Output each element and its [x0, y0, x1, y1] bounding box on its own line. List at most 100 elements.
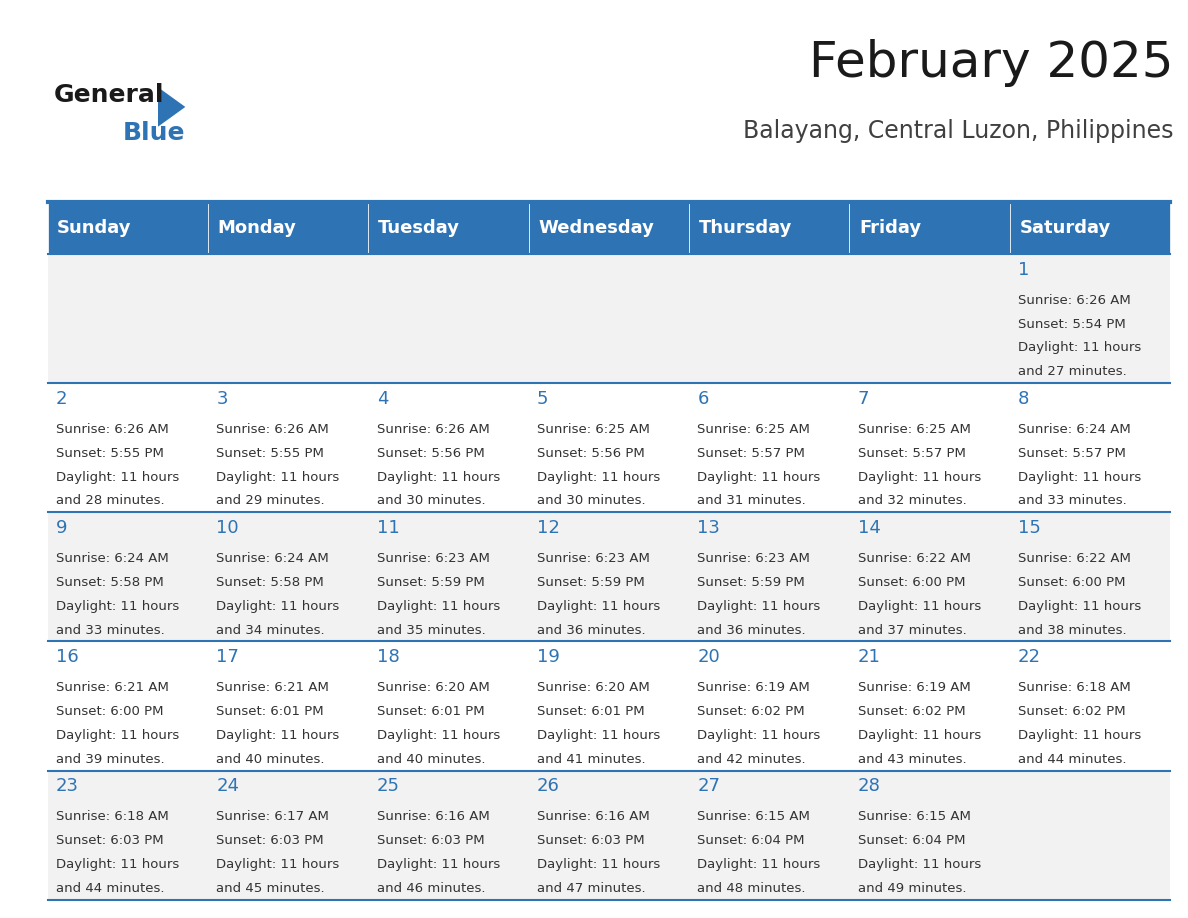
Text: Sunrise: 6:19 AM: Sunrise: 6:19 AM	[697, 681, 810, 694]
Bar	[368, 202, 529, 254]
Bar	[849, 512, 1010, 642]
Text: and 33 minutes.: and 33 minutes.	[1018, 495, 1127, 508]
Text: and 30 minutes.: and 30 minutes.	[537, 495, 645, 508]
Text: Sunrise: 6:23 AM: Sunrise: 6:23 AM	[537, 552, 650, 565]
Bar	[529, 254, 689, 384]
Text: and 40 minutes.: and 40 minutes.	[216, 753, 324, 766]
Bar	[208, 770, 368, 900]
Text: 2: 2	[56, 390, 68, 408]
Text: 22: 22	[1018, 648, 1041, 666]
Text: Sunrise: 6:22 AM: Sunrise: 6:22 AM	[858, 552, 971, 565]
Text: and 44 minutes.: and 44 minutes.	[1018, 753, 1126, 766]
Text: Sunrise: 6:22 AM: Sunrise: 6:22 AM	[1018, 552, 1131, 565]
Text: Daylight: 11 hours: Daylight: 11 hours	[537, 471, 661, 484]
Text: Daylight: 11 hours: Daylight: 11 hours	[537, 857, 661, 871]
Text: 19: 19	[537, 648, 560, 666]
Bar	[208, 642, 368, 770]
Text: Sunrise: 6:21 AM: Sunrise: 6:21 AM	[216, 681, 329, 694]
Text: 3: 3	[216, 390, 228, 408]
Text: Friday: Friday	[859, 219, 921, 237]
Text: Sunrise: 6:16 AM: Sunrise: 6:16 AM	[377, 810, 489, 823]
Text: and 27 minutes.: and 27 minutes.	[1018, 365, 1127, 378]
Text: and 44 minutes.: and 44 minutes.	[56, 881, 164, 895]
Bar	[368, 642, 529, 770]
Text: Sunrise: 6:24 AM: Sunrise: 6:24 AM	[216, 552, 329, 565]
Text: and 32 minutes.: and 32 minutes.	[858, 495, 967, 508]
Text: 12: 12	[537, 519, 560, 537]
Bar	[689, 770, 849, 900]
Text: Sunrise: 6:16 AM: Sunrise: 6:16 AM	[537, 810, 650, 823]
Bar	[1010, 642, 1170, 770]
Text: Daylight: 11 hours: Daylight: 11 hours	[1018, 471, 1142, 484]
Text: Sunset: 5:55 PM: Sunset: 5:55 PM	[56, 447, 164, 460]
Text: 23: 23	[56, 777, 78, 795]
Text: Daylight: 11 hours: Daylight: 11 hours	[1018, 729, 1142, 742]
Text: Sunset: 6:02 PM: Sunset: 6:02 PM	[858, 705, 966, 718]
Text: Daylight: 11 hours: Daylight: 11 hours	[1018, 341, 1142, 354]
Text: Daylight: 11 hours: Daylight: 11 hours	[56, 857, 179, 871]
Text: Sunset: 5:56 PM: Sunset: 5:56 PM	[537, 447, 645, 460]
Text: 15: 15	[1018, 519, 1041, 537]
Text: 21: 21	[858, 648, 880, 666]
Bar	[48, 254, 208, 384]
Bar	[849, 254, 1010, 384]
Text: and 30 minutes.: and 30 minutes.	[377, 495, 485, 508]
Bar	[689, 384, 849, 512]
Bar	[48, 770, 208, 900]
Text: 26: 26	[537, 777, 560, 795]
Text: and 46 minutes.: and 46 minutes.	[377, 881, 485, 895]
Text: Daylight: 11 hours: Daylight: 11 hours	[697, 857, 821, 871]
Text: Sunrise: 6:23 AM: Sunrise: 6:23 AM	[697, 552, 810, 565]
Text: 25: 25	[377, 777, 399, 795]
Text: Daylight: 11 hours: Daylight: 11 hours	[1018, 599, 1142, 612]
Bar	[1010, 770, 1170, 900]
Text: Sunset: 6:02 PM: Sunset: 6:02 PM	[697, 705, 805, 718]
Text: Sunrise: 6:26 AM: Sunrise: 6:26 AM	[1018, 294, 1131, 307]
Bar	[368, 254, 529, 384]
Text: 27: 27	[697, 777, 720, 795]
Text: Balayang, Central Luzon, Philippines: Balayang, Central Luzon, Philippines	[744, 119, 1174, 143]
Bar	[48, 512, 208, 642]
Text: Sunrise: 6:21 AM: Sunrise: 6:21 AM	[56, 681, 169, 694]
Text: Daylight: 11 hours: Daylight: 11 hours	[858, 857, 981, 871]
Text: Sunrise: 6:15 AM: Sunrise: 6:15 AM	[697, 810, 810, 823]
Bar	[849, 202, 1010, 254]
Text: and 48 minutes.: and 48 minutes.	[697, 881, 805, 895]
Text: Sunset: 5:58 PM: Sunset: 5:58 PM	[56, 576, 164, 588]
Bar	[1010, 512, 1170, 642]
Text: and 45 minutes.: and 45 minutes.	[216, 881, 324, 895]
Text: Wednesday: Wednesday	[538, 219, 655, 237]
Bar	[208, 202, 368, 254]
Text: and 34 minutes.: and 34 minutes.	[216, 623, 324, 636]
Text: Sunset: 6:01 PM: Sunset: 6:01 PM	[537, 705, 645, 718]
Text: Sunrise: 6:26 AM: Sunrise: 6:26 AM	[377, 423, 489, 436]
Text: Sunrise: 6:25 AM: Sunrise: 6:25 AM	[697, 423, 810, 436]
Bar	[208, 512, 368, 642]
Text: General: General	[53, 83, 164, 106]
Bar	[689, 512, 849, 642]
Bar	[48, 642, 208, 770]
Text: Sunset: 5:57 PM: Sunset: 5:57 PM	[697, 447, 805, 460]
Text: Sunset: 5:57 PM: Sunset: 5:57 PM	[858, 447, 966, 460]
Text: 14: 14	[858, 519, 880, 537]
Text: 18: 18	[377, 648, 399, 666]
Bar	[208, 254, 368, 384]
Bar	[529, 642, 689, 770]
Text: Daylight: 11 hours: Daylight: 11 hours	[216, 729, 340, 742]
Text: Sunrise: 6:26 AM: Sunrise: 6:26 AM	[216, 423, 329, 436]
Text: Sunrise: 6:18 AM: Sunrise: 6:18 AM	[56, 810, 169, 823]
Text: 5: 5	[537, 390, 549, 408]
Text: 17: 17	[216, 648, 239, 666]
Text: and 33 minutes.: and 33 minutes.	[56, 623, 165, 636]
Text: Sunset: 5:57 PM: Sunset: 5:57 PM	[1018, 447, 1126, 460]
Text: Sunset: 5:59 PM: Sunset: 5:59 PM	[697, 576, 805, 588]
Text: Saturday: Saturday	[1019, 219, 1111, 237]
Text: Daylight: 11 hours: Daylight: 11 hours	[537, 599, 661, 612]
Text: and 47 minutes.: and 47 minutes.	[537, 881, 645, 895]
Bar	[208, 384, 368, 512]
Text: and 42 minutes.: and 42 minutes.	[697, 753, 805, 766]
Text: and 29 minutes.: and 29 minutes.	[216, 495, 324, 508]
Text: Daylight: 11 hours: Daylight: 11 hours	[216, 471, 340, 484]
Text: and 31 minutes.: and 31 minutes.	[697, 495, 807, 508]
Text: Sunrise: 6:20 AM: Sunrise: 6:20 AM	[537, 681, 650, 694]
